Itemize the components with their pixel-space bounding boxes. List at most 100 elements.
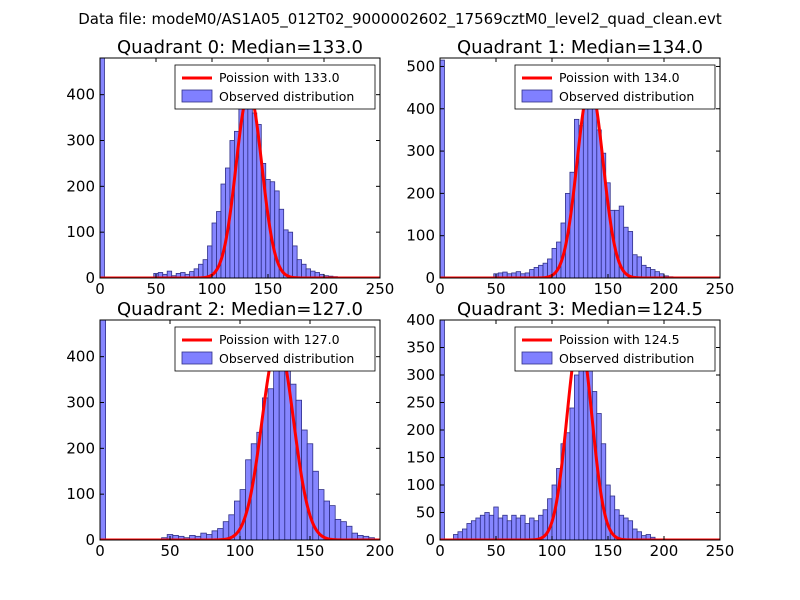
x-tick-label: 50 [486,280,505,298]
histogram-bar [497,517,504,540]
histogram-bar [466,523,472,540]
histogram-bar [100,58,105,278]
histogram-bar [502,514,508,540]
y-tick-label: 100 [406,476,435,494]
poisson-curve [440,83,720,278]
x-tick-label: 250 [706,280,735,298]
legend-label-observed: Observed distribution [219,351,354,366]
histogram-bar [538,264,544,278]
histogram-bar [470,520,477,540]
histogram-bar [251,112,258,278]
legend: Poission with 134.0 Observed distribution [514,64,716,110]
legend-label-observed: Observed distribution [219,89,354,104]
histogram-bar [278,342,286,540]
y-tick-label: 0 [85,269,95,287]
x-tick-label: 150 [594,280,623,298]
legend-label-observed: Observed distribution [559,351,694,366]
y-tick-label: 250 [406,394,435,412]
y-tick-label: 200 [66,439,95,457]
poisson-curve [100,90,380,278]
histogram-bar [340,521,347,540]
y-tick-label: 200 [406,421,435,439]
histogram-bar [166,270,173,278]
y-tick-label: 400 [66,86,95,104]
histogram-bar [220,183,226,278]
histogram-bar [578,358,584,540]
histogram-bar [627,520,634,540]
histogram-bar [618,514,625,540]
y-tick-label: 300 [66,394,95,412]
histogram-bar [484,512,490,540]
x-tick-label: 50 [146,280,165,298]
y-tick-label: 300 [406,366,435,384]
histogram-bar [440,59,445,278]
x-tick-label: 0 [95,280,105,298]
x-tick-label: 100 [538,542,567,560]
x-tick-label: 200 [366,542,395,560]
x-tick-label: 100 [198,280,227,298]
x-tick-label: 50 [486,542,505,560]
histogram-bar [569,407,575,540]
y-tick-label: 0 [425,531,435,549]
histogram-bar [283,229,289,278]
quadrant-title: Quadrant 2: Median=127.0 [117,299,363,320]
histogram-bar [329,505,336,540]
histogram-bar [529,517,535,540]
histogram-bar [632,254,638,278]
y-tick-label: 50 [416,504,435,522]
histogram-bar [511,514,517,540]
figure-suptitle: Data file: modeM0/AS1A05_012T02_90000026… [78,10,722,29]
legend-patch-swatch [181,351,213,365]
histogram-bar [506,520,513,540]
x-tick-label: 0 [435,280,445,298]
legend: Poission with 124.5 Observed distribution [514,326,716,372]
histogram-bar [524,523,530,540]
legend-patch-swatch [521,89,553,103]
y-tick-label: 0 [85,531,95,549]
legend-label-observed: Observed distribution [559,89,694,104]
axes-frame [439,57,721,279]
y-tick-label: 150 [406,449,435,467]
histogram-bar [202,259,208,278]
x-tick-label: 100 [538,280,567,298]
histogram-bar [207,245,213,278]
y-tick-label: 0 [425,269,435,287]
histogram-bar [641,264,647,278]
x-tick-label: 250 [706,542,735,560]
histogram-bar [488,514,495,540]
legend-label-poisson: Poission with 133.0 [219,70,340,85]
legend-label-poisson: Poission with 134.0 [559,70,680,85]
legend-patch-swatch [521,351,553,365]
legend: Poission with 133.0 Observed distribution [174,64,376,110]
histogram-bar [296,259,302,278]
y-tick-label: 100 [406,227,435,245]
histogram-bar [100,320,106,540]
quadrant-1-panel: 0 50 100 150 200 250 0 100 200 300 400 500 Quadrant … [406,37,734,298]
y-tick-label: 400 [406,311,435,329]
histogram-bar [479,514,486,540]
y-tick-label: 200 [406,184,435,202]
histogram-bar [623,517,629,540]
subplot-grid: 0 50 100 150 200 250 0 100 200 300 400 Quadrant 0: … [66,37,734,560]
histogram-bar [267,388,274,540]
y-tick-label: 300 [66,132,95,150]
histogram-bar [533,267,539,278]
histogram-bar [475,517,481,540]
axes-frame [99,57,381,279]
histogram-bar [273,370,280,540]
legend-label-poisson: Poission with 124.5 [559,332,680,347]
legend: Poission with 127.0 Observed distribution [174,326,376,372]
histogram-bar [493,506,499,540]
histogram-bar [334,518,342,540]
x-tick-label: 200 [650,280,679,298]
quadrant-2-panel: 0 50 100 150 200 0 100 200 300 400 Quadrant 2: Med… [66,299,394,560]
x-tick-label: 0 [95,542,105,560]
x-tick-label: 50 [160,542,179,560]
y-tick-label: 500 [406,57,435,75]
legend-label-poisson: Poission with 127.0 [219,332,340,347]
histogram-bar [323,500,330,540]
x-tick-label: 250 [366,280,395,298]
histogram-bar [306,443,314,540]
y-tick-label: 300 [406,142,435,160]
x-tick-label: 100 [226,542,255,560]
